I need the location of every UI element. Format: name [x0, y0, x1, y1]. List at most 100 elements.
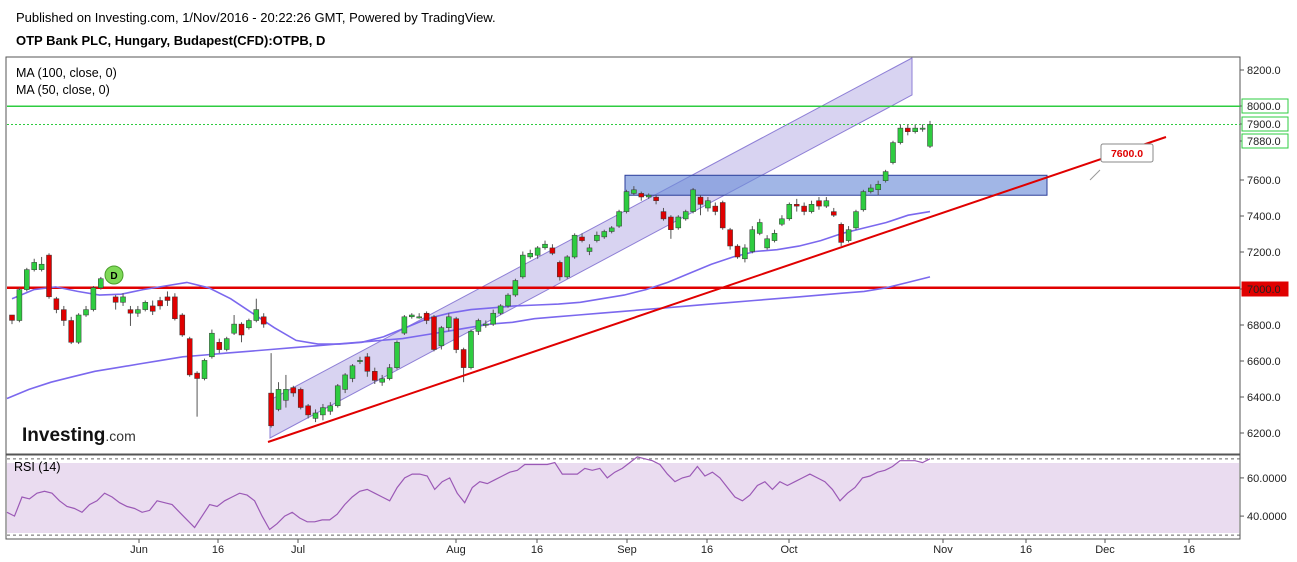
- investing-logo: Investing.com: [22, 425, 136, 446]
- candle-down-body: [364, 356, 371, 372]
- candle: [638, 191, 645, 201]
- candle: [283, 374, 289, 408]
- candle: [186, 336, 193, 377]
- candle: [223, 336, 230, 352]
- candle-up-body: [24, 269, 30, 290]
- candle: [608, 226, 615, 234]
- candle-up-body: [645, 194, 652, 198]
- candle: [149, 300, 156, 316]
- candle-down-body: [290, 387, 297, 394]
- candle-up-body: [823, 200, 830, 207]
- candle: [468, 329, 474, 370]
- candle: [601, 229, 608, 239]
- candle-down-body: [186, 338, 193, 376]
- rising-trendline: [267, 136, 1167, 443]
- candle-up-body: [446, 316, 452, 328]
- candle-up-body: [16, 289, 23, 321]
- candle-up-body: [779, 218, 785, 225]
- candle-up-body: [919, 127, 926, 130]
- candle: [860, 189, 867, 212]
- candle: [179, 313, 186, 337]
- candle-up-body: [394, 342, 400, 368]
- candle: [764, 235, 770, 250]
- candle: [660, 207, 667, 221]
- candle: [749, 226, 756, 254]
- candle: [312, 409, 319, 423]
- x-tick-label: Oct: [780, 544, 797, 556]
- y-tick-label: 8200.0: [1247, 65, 1281, 77]
- candle-up-body: [594, 234, 600, 241]
- candle-up-body: [253, 309, 260, 321]
- y-price-tag: [1241, 133, 1289, 149]
- candle: [890, 140, 896, 165]
- candle: [201, 358, 208, 381]
- candle-down-body: [638, 193, 645, 198]
- candle-up-body: [890, 142, 896, 163]
- candle: [327, 402, 334, 415]
- candle-down-body: [712, 205, 719, 212]
- candle: [120, 293, 126, 306]
- candle: [586, 244, 593, 256]
- candle-down-body: [9, 314, 15, 321]
- candle-down-body: [372, 371, 378, 381]
- candle-up-body: [571, 234, 578, 258]
- candle-up-body: [756, 222, 763, 234]
- candle-down-body: [216, 342, 223, 350]
- candle: [342, 373, 348, 394]
- x-tick-label: 16: [1020, 544, 1032, 556]
- candle: [320, 403, 326, 421]
- candle: [549, 244, 556, 256]
- candle-down-body: [838, 224, 844, 243]
- candle: [379, 374, 385, 386]
- candle: [682, 209, 689, 221]
- candle: [112, 295, 119, 310]
- candle: [631, 186, 637, 196]
- candle-down-body: [431, 316, 437, 350]
- x-tick-label: 16: [701, 544, 713, 556]
- candle-up-body: [512, 280, 519, 296]
- y-tick-label: 6400.0: [1247, 392, 1281, 404]
- candle: [253, 298, 260, 323]
- candle-down-body: [801, 205, 807, 212]
- candle-up-body: [120, 296, 126, 303]
- candle-up-body: [275, 389, 282, 410]
- candle-up-body: [90, 287, 97, 310]
- candle-up-body: [409, 314, 415, 318]
- candle-down-body: [268, 392, 274, 427]
- candle: [357, 356, 363, 365]
- candle-down-body: [305, 405, 311, 416]
- candle: [423, 311, 430, 325]
- y-tick-label: 7000.0: [1247, 284, 1281, 296]
- candle: [53, 296, 60, 314]
- candle: [46, 253, 52, 299]
- candle: [756, 218, 763, 236]
- candle-up-body: [882, 171, 889, 181]
- candle: [705, 197, 711, 212]
- candle: [246, 318, 252, 330]
- candle: [135, 305, 141, 317]
- candle: [808, 200, 815, 214]
- dividend-marker[interactable]: [104, 265, 124, 285]
- published-caption: Published on Investing.com, 1/Nov/2016 -…: [16, 10, 496, 25]
- y-price-tag: [1241, 98, 1289, 114]
- candle: [453, 316, 459, 354]
- candle: [512, 278, 519, 297]
- candle-up-body: [31, 262, 37, 270]
- candle-down-body: [61, 309, 67, 321]
- candle-up-body: [853, 211, 859, 229]
- candle: [209, 329, 215, 359]
- candle-down-body: [164, 296, 171, 301]
- candle-up-body: [401, 316, 408, 334]
- candle-up-body: [527, 253, 533, 258]
- candle-down-body: [453, 318, 459, 350]
- candle-down-body: [660, 211, 667, 220]
- candle-down-body: [68, 320, 74, 343]
- candle: [623, 189, 630, 214]
- candle: [897, 124, 904, 145]
- candle-down-body: [579, 236, 585, 241]
- candle: [127, 305, 134, 326]
- y-tick-label: 7400.0: [1247, 211, 1281, 223]
- candle: [719, 200, 726, 230]
- candle: [75, 313, 82, 345]
